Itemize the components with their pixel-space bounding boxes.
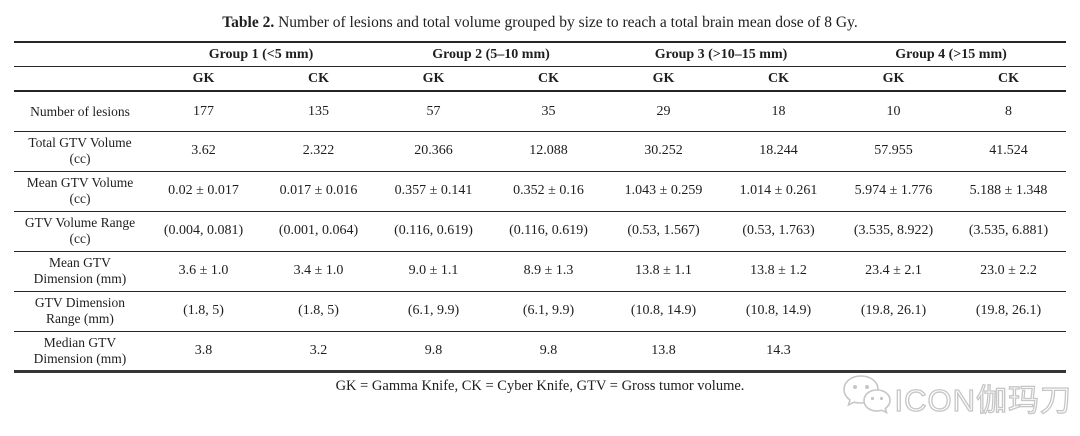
cell: 177	[145, 91, 261, 132]
cell: 9.8	[424, 342, 443, 358]
cell: 3.8	[194, 342, 213, 358]
cell: 18.244	[721, 131, 836, 172]
row-label: Total GTV Volume (cc)	[13, 131, 146, 172]
cell: 12.088	[490, 131, 606, 172]
cell: 1.043 ± 0.259	[606, 171, 721, 212]
cell: (1.8, 5)	[145, 291, 261, 332]
row-label: GTV Dimension Range (mm)	[13, 291, 146, 332]
cell: 1.014 ± 0.261	[721, 171, 836, 212]
cell: 9.8	[539, 342, 558, 358]
table-row-median-gtv-dimension: Median GTV Dimension (mm) 3.8 3.2 9.8 9.…	[14, 331, 1066, 371]
cell: 23.0 ± 2.2	[951, 251, 1066, 292]
cell: 30.252	[606, 131, 721, 172]
cell: 0.357 ± 0.141	[375, 171, 491, 212]
cell: 57.955	[836, 131, 951, 172]
col-header-ck: CK	[721, 66, 836, 93]
cell: (6.1, 9.9)	[490, 291, 606, 332]
cell: 3.4 ± 1.0	[260, 251, 376, 292]
col-header-gk: GK	[375, 66, 491, 93]
cell: (0.53, 1.567)	[606, 211, 721, 252]
cell: (1.8, 5)	[260, 291, 376, 332]
table-caption-number: Table 2.	[222, 14, 275, 31]
cell: (0.53, 1.763)	[721, 211, 836, 252]
cell	[836, 331, 951, 371]
lesions-volume-table: Group 1 (<5 mm) Group 2 (5–10 mm) Group …	[13, 41, 1066, 373]
cell: 5.188 ± 1.348	[951, 171, 1066, 212]
cell: 29	[606, 91, 721, 132]
corner-cell	[13, 66, 146, 93]
cell: 5.974 ± 1.776	[836, 171, 951, 212]
cell: (19.8, 26.1)	[951, 291, 1066, 332]
cell: 14.3	[766, 342, 791, 358]
cell: 23.4 ± 2.1	[836, 251, 951, 292]
cell: 0.017 ± 0.016	[260, 171, 376, 212]
cell: (0.116, 0.619)	[375, 211, 491, 252]
col-header-ck: CK	[951, 66, 1066, 93]
group-header-row: Group 1 (<5 mm) Group 2 (5–10 mm) Group …	[13, 42, 1066, 67]
row-label: Mean GTV Dimension (mm)	[13, 251, 146, 292]
group-header-3: Group 3 (>10–15 mm)	[606, 42, 836, 67]
table-footnote: GK = Gamma Knife, CK = Cyber Knife, GTV …	[335, 377, 745, 394]
group-header-4: Group 4 (>15 mm)	[836, 42, 1066, 67]
corner-cell	[13, 42, 146, 67]
cell: 2.322	[260, 131, 376, 172]
cell: 20.366	[375, 131, 491, 172]
cell: 3.6 ± 1.0	[145, 251, 261, 292]
cell: (0.116, 0.619)	[490, 211, 606, 252]
table-row-mean-gtv-dimension: Mean GTV Dimension (mm) 3.6 ± 1.0 3.4 ± …	[13, 251, 1066, 292]
table-row-gtv-dimension-range: GTV Dimension Range (mm) (1.8, 5) (1.8, …	[13, 291, 1066, 332]
table-caption: Table 2. Number of lesions and total vol…	[0, 13, 1080, 32]
cell: 135	[260, 91, 376, 132]
cell: (3.535, 8.922)	[836, 211, 951, 252]
cell: 3.62	[145, 131, 261, 172]
cell: (10.8, 14.9)	[721, 291, 836, 332]
row-label: Median GTV Dimension (mm)	[33, 334, 127, 366]
cell: (3.535, 6.881)	[951, 211, 1066, 252]
cell: (0.004, 0.081)	[145, 211, 261, 252]
cell: 8.9 ± 1.3	[490, 251, 606, 292]
cell: (10.8, 14.9)	[606, 291, 721, 332]
table-row-mean-gtv-volume: Mean GTV Volume (cc) 0.02 ± 0.017 0.017 …	[13, 171, 1066, 212]
cell: 0.352 ± 0.16	[490, 171, 606, 212]
cell	[951, 331, 1066, 371]
cell: 13.8 ± 1.1	[606, 251, 721, 292]
col-header-ck: CK	[260, 66, 376, 93]
row-label: Number of lesions	[13, 91, 146, 132]
row-label: GTV Volume Range (cc)	[13, 211, 146, 252]
cell: 41.524	[951, 131, 1066, 172]
cell: 13.8	[651, 342, 676, 358]
machine-header-row: GK CK GK CK GK CK GK CK	[13, 66, 1066, 93]
cell: 0.02 ± 0.017	[145, 171, 261, 212]
col-header-gk: GK	[145, 66, 261, 93]
group-header-2: Group 2 (5–10 mm)	[375, 42, 606, 67]
col-header-gk: GK	[836, 66, 951, 93]
table-caption-text: Number of lesions and total volume group…	[278, 14, 858, 31]
cell: 18	[721, 91, 836, 132]
table-row-total-gtv-volume: Total GTV Volume (cc) 3.62 2.322 20.366 …	[13, 131, 1066, 172]
cell: 35	[490, 91, 606, 132]
cell: 10	[836, 91, 951, 132]
cell: (19.8, 26.1)	[836, 291, 951, 332]
table-row-gtv-volume-range: GTV Volume Range (cc) (0.004, 0.081) (0.…	[13, 211, 1066, 252]
table-row-number-of-lesions: Number of lesions 177 135 57 35 29 18 10…	[13, 91, 1066, 132]
cell: 57	[375, 91, 491, 132]
cell: (0.001, 0.064)	[260, 211, 376, 252]
cell: 3.2	[309, 342, 328, 358]
cell: 8	[951, 91, 1066, 132]
col-header-ck: CK	[490, 66, 606, 93]
cell: (6.1, 9.9)	[375, 291, 491, 332]
col-header-gk: GK	[606, 66, 721, 93]
row-label: Mean GTV Volume (cc)	[13, 171, 146, 212]
cell: 9.0 ± 1.1	[375, 251, 491, 292]
cell: 13.8 ± 1.2	[721, 251, 836, 292]
group-header-1: Group 1 (<5 mm)	[145, 42, 376, 67]
